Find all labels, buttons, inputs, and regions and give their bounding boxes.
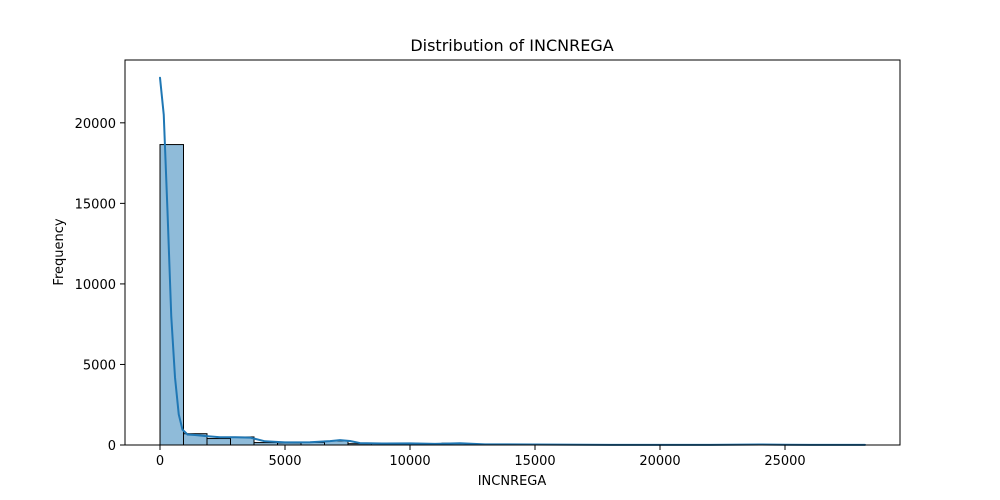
- histogram-bars: [159, 144, 866, 446]
- x-tick-label: 15000: [514, 454, 555, 469]
- kde-curve: [159, 76, 866, 446]
- y-tick-label: 15000: [75, 197, 116, 212]
- x-tick-label: 5000: [268, 454, 301, 469]
- x-tick-label: 0: [156, 454, 164, 469]
- x-axis-label: INCNREGA: [478, 474, 547, 489]
- chart-title: Distribution of INCNREGA: [410, 36, 613, 55]
- histogram-bar: [159, 144, 184, 446]
- x-tick-label: 20000: [639, 454, 680, 469]
- x-tick-label: 25000: [764, 454, 805, 469]
- x-axis-ticks: 0 5000 10000 15000 20000 25000: [156, 445, 806, 469]
- y-tick-label: 20000: [75, 117, 116, 132]
- x-tick-label: 10000: [389, 454, 430, 469]
- y-axis-label: Frequency: [52, 218, 67, 285]
- y-tick-label: 10000: [75, 278, 116, 293]
- y-tick-label: 0: [108, 439, 116, 454]
- histogram-bar: [206, 438, 231, 446]
- axes-frame: [124, 59, 901, 446]
- y-tick-label: 5000: [83, 358, 116, 373]
- y-axis-ticks: 0 5000 10000 15000 20000: [75, 117, 125, 454]
